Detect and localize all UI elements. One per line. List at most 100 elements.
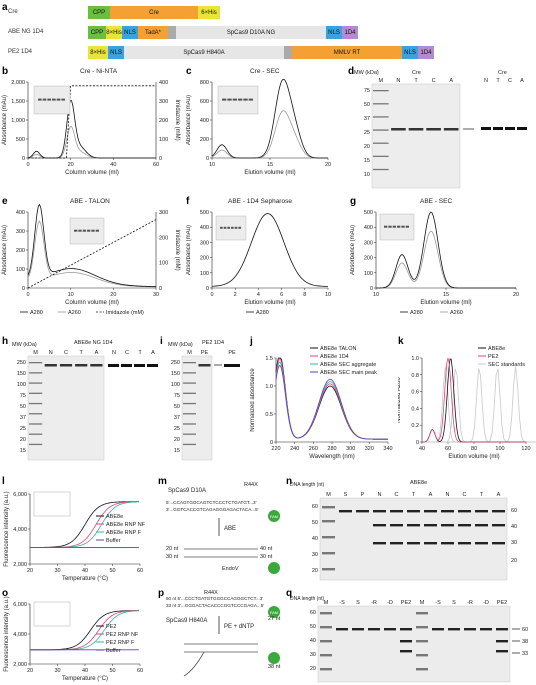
f-y-tick-label: 200 — [200, 256, 209, 262]
domain-2-3 — [284, 46, 292, 59]
h-gel1-ladder-band — [29, 382, 43, 384]
domain-0-1: Cre — [110, 6, 198, 19]
m-fam-circle-2 — [268, 562, 280, 574]
c-x-tick-label: 15 — [267, 162, 273, 168]
j-x-tick-label: 240 — [290, 446, 299, 452]
j-y-label: Normalized absorbance — [250, 368, 256, 432]
l-inset — [33, 491, 71, 517]
h-gel1-lane-label: N — [49, 350, 53, 356]
panel-label-p: p — [158, 588, 165, 599]
i-gel-lane-label: M — [187, 350, 192, 356]
o-legend-entry: Buffer — [106, 648, 121, 654]
title-c: Cre - SEC — [250, 68, 280, 75]
b-y2-tick-label: 200 — [159, 118, 168, 124]
b-x-tick-label: 60 — [153, 162, 159, 168]
gel-d: MW (kDa) Cre Cre M N T C A 75 50 37 25 20 15 10 N T C A — [354, 70, 534, 189]
j-y-tick-label: 0 — [270, 440, 273, 446]
f-inset-gel-band — [227, 226, 230, 229]
o-y-tick-label: 4,000 — [13, 632, 27, 638]
o-x-tick-label: 60 — [137, 668, 143, 674]
i-mw-tick: 100 — [171, 382, 180, 388]
j-x-tick-label: 260 — [309, 446, 318, 452]
d-gel1-band — [443, 128, 459, 131]
construct-name-2: PE2 1D4 — [8, 49, 33, 55]
l-y-tick-label: 4,000 — [13, 527, 27, 533]
h-gel1-band — [59, 364, 73, 367]
q-band — [448, 628, 460, 631]
i-mw-tick: 25 — [174, 426, 180, 432]
g-inset-gel-band — [397, 225, 401, 228]
i-mw-label: MW (kDa) — [168, 342, 193, 348]
q-arrow-label: 60 — [522, 627, 528, 633]
h-title: ABE8e NG 1D4 — [74, 340, 113, 346]
f-x-tick-label: 8 — [303, 292, 306, 298]
n-band — [390, 510, 403, 513]
domain-2-4: MMLV RT — [292, 46, 402, 59]
i-gel-lane-label: PE — [201, 350, 209, 356]
p-fam-circle-2 — [268, 652, 280, 664]
h-gel1-ladder-band — [29, 402, 43, 405]
m-cut4: 30 nt — [260, 554, 273, 560]
m-top-strand: 5'...CCAGTGGCAGTCTCCCTCTGATGT...3' — [166, 500, 257, 505]
b-inset-gel-band — [42, 98, 47, 101]
d-gel2-band — [481, 127, 491, 130]
d-gel2-lane-label: N — [484, 78, 488, 84]
f-a280-line — [211, 213, 329, 287]
q-band — [400, 640, 412, 643]
j-y-tick-label: 1.0 — [265, 384, 273, 390]
l-x-tick-label: 50 — [109, 568, 115, 574]
domain-1-0: CPP — [88, 26, 106, 39]
g-y-tick-label: 400 — [364, 225, 373, 231]
domain-1-2: NLS — [122, 26, 138, 39]
k-legend-entry: SEC standards — [488, 362, 525, 368]
title-b: Cre - Ni-NTA — [80, 68, 118, 75]
n-band — [441, 524, 454, 527]
n-band — [424, 542, 437, 545]
j-legend-entry: ABE8e SEC main peak — [320, 370, 377, 376]
i-gel-ladder-band — [183, 402, 196, 405]
construct-bar-2: 8×His NLS SpCas9 H840A MMLV RT NLS 1D4 — [88, 46, 434, 59]
d-gel2-band — [505, 127, 515, 130]
o-y-tick-label: 2,000 — [13, 662, 27, 668]
q-dna-tick: 60 — [310, 610, 316, 616]
d-gel1-lane-label: M — [379, 78, 384, 84]
e-y-tick-label: 300 — [16, 229, 25, 235]
panel-label-b: b — [2, 66, 9, 77]
n-band — [441, 542, 454, 545]
l-x-label: Temperature (°C) — [62, 576, 108, 582]
i-gel2-lane-label: PE — [228, 350, 236, 356]
e-y2-label: Imidazole (mM) — [174, 229, 180, 270]
b-y2-tick-label: 100 — [159, 137, 168, 143]
h-gel2-band — [121, 364, 132, 367]
h-mw-tick: 20 — [20, 437, 26, 443]
j-series-3 — [275, 364, 388, 440]
n-band — [441, 510, 454, 513]
panel-label-c: c — [186, 66, 192, 77]
n-lane-label: P — [361, 492, 365, 498]
q-lane-label: S — [452, 600, 456, 606]
d-mw-tick: 75 — [364, 88, 370, 94]
e-legend-a280: A280 — [30, 310, 43, 316]
n-band — [322, 506, 335, 509]
k-x-tick-label: 60 — [445, 446, 451, 452]
q-band — [496, 640, 508, 643]
h-gel1-ladder-band — [29, 443, 43, 446]
q-dna-tick: 20 — [310, 666, 316, 672]
e-inset-gel-band — [87, 229, 91, 232]
l-y-tick-label: 6,000 — [13, 492, 27, 498]
n-band — [373, 524, 386, 527]
h-mw-tick: 25 — [20, 426, 26, 432]
domain-2-6: 1D4 — [418, 46, 434, 59]
g-y-tick-label: 100 — [364, 271, 373, 277]
h-gel1-ladder-band — [29, 362, 43, 364]
domain-0-0: CPP — [88, 6, 110, 19]
q-band — [416, 612, 428, 615]
f-x-tick-label: 6 — [280, 292, 283, 298]
h-gel1-band — [44, 364, 57, 367]
gel-q: DNA length (nt)M -S S -R -D PE2 M -S S -R -D PE2605… — [290, 596, 528, 683]
domain-2-1: NLS — [108, 46, 124, 59]
j-x-label: Wavelength (nm) — [309, 454, 354, 460]
